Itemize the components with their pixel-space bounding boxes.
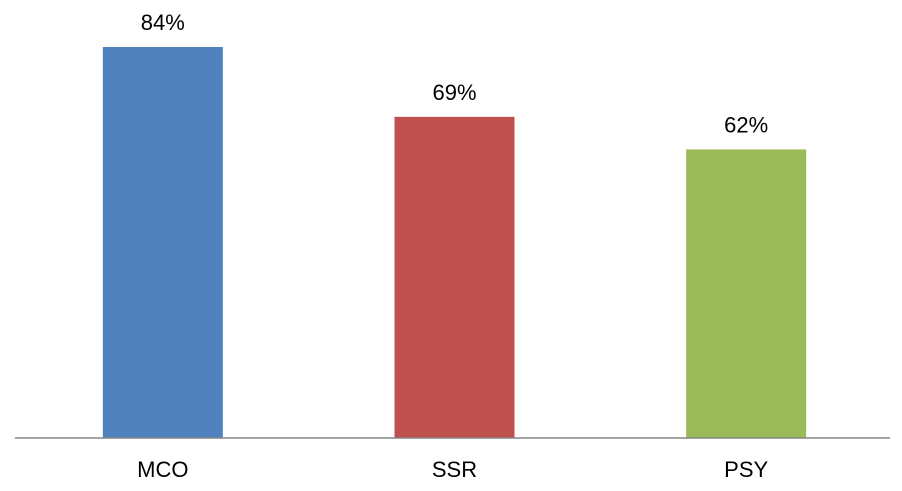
labels-layer: 84% MCO 69% SSR 62% PSY	[137, 10, 768, 482]
bar-ssr	[394, 116, 515, 439]
bar-mco	[102, 47, 223, 438]
bar-psy	[686, 149, 807, 438]
x-tick-label-ssr: SSR	[432, 457, 477, 482]
data-label-ssr: 69%	[432, 80, 476, 105]
bars-layer	[102, 47, 807, 439]
x-tick-label-psy: PSY	[724, 457, 768, 482]
data-label-psy: 62%	[724, 112, 768, 137]
x-tick-label-mco: MCO	[137, 457, 188, 482]
data-label-mco: 84%	[141, 10, 185, 35]
